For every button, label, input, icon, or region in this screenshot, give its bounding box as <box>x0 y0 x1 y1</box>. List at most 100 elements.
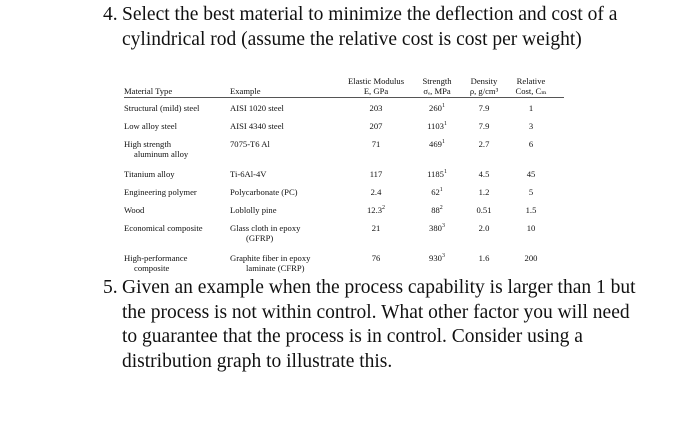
material-type-cell-line2: composite <box>134 263 170 273</box>
cost-cell: 6 <box>504 139 558 149</box>
header-material-type: Material Type <box>124 86 173 96</box>
modulus-cell: 76 <box>346 253 406 263</box>
header-density-line2: ρ, g/cm³ <box>469 86 499 96</box>
cost-cell: 5 <box>504 187 558 197</box>
header-modulus-line1: Elastic Modulus <box>347 76 405 86</box>
example-cell: 7075-T6 Al <box>230 139 270 149</box>
strength-cell: 3803 <box>414 223 460 233</box>
strength-cell-footnote: 1 <box>441 103 445 110</box>
question-5-text: Given an example when the process capabi… <box>122 277 636 372</box>
example-cell: AISI 1020 steel <box>230 103 284 113</box>
strength-cell-footnote: 3 <box>441 223 445 230</box>
strength-cell-footnote: 3 <box>441 253 445 260</box>
strength-cell-value: 380 <box>429 223 442 233</box>
example-cell-line2: (GFRP) <box>246 233 274 243</box>
material-type-cell-line2: aluminum alloy <box>134 149 189 159</box>
strength-cell: 9303 <box>414 253 460 263</box>
cost-cell-value: 6 <box>528 139 534 149</box>
header-cost-line1: Relative <box>516 76 546 86</box>
modulus-cell-value: 2.4 <box>370 187 382 197</box>
cost-cell-value: 3 <box>528 121 534 131</box>
header-strength-line2: σₑ, MPa <box>423 86 451 96</box>
question-4: 4. Select the best material to minimize … <box>103 3 643 52</box>
density-cell-value: 4.5 <box>478 169 490 179</box>
header-density-line1: Density <box>470 76 498 86</box>
header-strength-line1: Strength <box>422 76 452 86</box>
strength-cell-value: 930 <box>429 253 442 263</box>
example-cell-line2: laminate (CFRP) <box>246 263 305 273</box>
modulus-cell-value: 21 <box>371 223 381 233</box>
material-type-cell: Wood <box>124 205 145 215</box>
modulus-cell: 21 <box>346 223 406 233</box>
question-5-number: 5. <box>103 277 118 298</box>
strength-cell-footnote: 1 <box>443 121 447 128</box>
strength-cell: 4691 <box>414 139 460 149</box>
material-type-cell: Structural (mild) steel <box>124 103 200 113</box>
cost-cell-value: 1 <box>528 103 534 113</box>
material-type-cell: Economical composite <box>124 223 203 233</box>
density-cell: 2.7 <box>464 139 504 149</box>
density-cell: 2.0 <box>464 223 504 233</box>
cost-cell: 45 <box>504 169 558 179</box>
modulus-cell-value: 207 <box>369 121 383 131</box>
strength-cell: 11031 <box>414 121 460 131</box>
strength-cell-value: 1185 <box>427 169 444 179</box>
modulus-cell-value: 117 <box>369 169 383 179</box>
modulus-cell: 207 <box>346 121 406 131</box>
modulus-cell: 12.32 <box>346 205 406 215</box>
example-cell: Polycarbonate (PC) <box>230 187 298 197</box>
strength-cell-footnote: 1 <box>441 139 445 146</box>
header-example: Example <box>230 86 261 96</box>
modulus-cell-value: 203 <box>369 103 383 113</box>
cost-cell-value: 10 <box>526 223 536 233</box>
strength-cell-footnote: 1 <box>439 187 443 194</box>
modulus-cell-value: 76 <box>371 253 381 263</box>
header-rule <box>124 97 564 98</box>
material-type-cell: Low alloy steel <box>124 121 177 131</box>
strength-cell-value: 260 <box>429 103 442 113</box>
modulus-cell: 203 <box>346 103 406 113</box>
header-modulus-line2: E, GPa <box>363 86 389 96</box>
density-cell-value: 2.0 <box>478 223 490 233</box>
density-cell-value: 7.9 <box>478 103 490 113</box>
example-cell-line1: Glass cloth in epoxy <box>230 223 301 233</box>
density-cell-value: 1.2 <box>478 187 490 197</box>
strength-cell: 2601 <box>414 103 460 113</box>
density-cell: 7.9 <box>464 103 504 113</box>
header-cost-line2: Cost, Cₘ <box>515 86 547 96</box>
material-type-cell: Titanium alloy <box>124 169 175 179</box>
strength-cell-value: 1103 <box>427 121 444 131</box>
density-cell-value: 1.6 <box>478 253 490 263</box>
cost-cell: 200 <box>504 253 558 263</box>
density-cell-value: 0.51 <box>476 205 492 215</box>
example-cell: AISI 4340 steel <box>230 121 284 131</box>
question-4-text: Select the best material to minimize the… <box>122 4 618 50</box>
modulus-cell: 117 <box>346 169 406 179</box>
cost-cell: 1.5 <box>504 205 558 215</box>
density-cell: 0.51 <box>464 205 504 215</box>
cost-cell: 10 <box>504 223 558 233</box>
modulus-cell-footnote: 2 <box>382 205 386 212</box>
example-cell: Ti-6Al-4V <box>230 169 267 179</box>
modulus-cell-value: 12.3 <box>366 205 383 215</box>
cost-cell: 3 <box>504 121 558 131</box>
material-type-cell-line1: High strength <box>124 139 172 149</box>
modulus-cell: 71 <box>346 139 406 149</box>
cost-cell-value: 45 <box>526 169 536 179</box>
density-cell-value: 7.9 <box>478 121 490 131</box>
modulus-cell-value: 71 <box>371 139 381 149</box>
material-type-cell-line1: High-performance <box>124 253 188 263</box>
cost-cell-value: 5 <box>528 187 534 197</box>
cost-cell: 1 <box>504 103 558 113</box>
strength-cell-value: 62 <box>431 187 440 197</box>
strength-cell-footnote: 2 <box>439 205 443 212</box>
density-cell: 1.6 <box>464 253 504 263</box>
density-cell-value: 2.7 <box>478 139 490 149</box>
cost-cell-value: 1.5 <box>525 205 537 215</box>
strength-cell: 621 <box>414 187 460 197</box>
strength-cell: 11851 <box>414 169 460 179</box>
density-cell: 4.5 <box>464 169 504 179</box>
strength-cell-value: 88 <box>431 205 440 215</box>
density-cell: 1.2 <box>464 187 504 197</box>
question-4-number: 4. <box>103 4 118 25</box>
